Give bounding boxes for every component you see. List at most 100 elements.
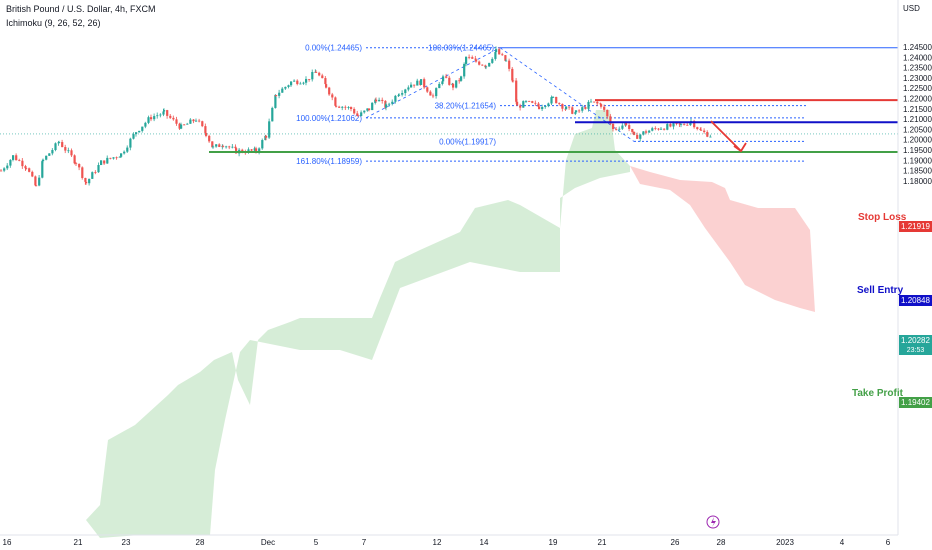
candle bbox=[621, 123, 624, 130]
y-tick-label: 1.18000 bbox=[903, 177, 932, 186]
candle bbox=[271, 106, 274, 122]
candle-body bbox=[686, 124, 689, 126]
candle-body bbox=[596, 101, 599, 104]
candle bbox=[147, 115, 150, 125]
candle bbox=[388, 102, 391, 107]
x-tick-label: 6 bbox=[886, 538, 891, 547]
candle bbox=[84, 177, 87, 185]
candle bbox=[452, 82, 455, 91]
candle-body bbox=[481, 64, 484, 66]
candle-body bbox=[699, 128, 702, 130]
candle bbox=[654, 126, 657, 131]
candle bbox=[534, 100, 537, 106]
candle-body bbox=[488, 62, 491, 67]
candle bbox=[115, 156, 118, 160]
candle-body bbox=[494, 52, 497, 59]
candle bbox=[192, 119, 195, 124]
candle bbox=[331, 92, 334, 101]
candle-body bbox=[498, 49, 501, 55]
candle-body bbox=[103, 160, 106, 164]
candle bbox=[281, 87, 284, 93]
candle-body bbox=[180, 124, 183, 129]
candle-body bbox=[360, 112, 363, 117]
candle-body bbox=[508, 60, 511, 69]
candle bbox=[552, 95, 555, 98]
candle bbox=[100, 159, 103, 166]
candle-body bbox=[166, 110, 169, 116]
candle bbox=[156, 112, 159, 119]
candle-body bbox=[398, 94, 401, 96]
candle bbox=[166, 109, 169, 119]
candle-body bbox=[519, 105, 522, 108]
candle-body bbox=[150, 117, 153, 120]
candle-body bbox=[363, 110, 366, 113]
candle-body bbox=[669, 124, 672, 127]
candle-body bbox=[208, 135, 211, 142]
candle bbox=[612, 123, 615, 132]
candle-body bbox=[561, 104, 564, 109]
lightning-icon[interactable] bbox=[706, 515, 720, 529]
candle-body bbox=[94, 172, 97, 173]
candle-body bbox=[109, 157, 112, 159]
candle-body bbox=[73, 155, 76, 164]
candle bbox=[169, 114, 172, 119]
y-tick-label: 1.23000 bbox=[903, 74, 932, 83]
candle-body bbox=[552, 96, 555, 98]
candle-body bbox=[67, 150, 70, 152]
candle-body bbox=[600, 104, 603, 107]
candle-body bbox=[112, 157, 115, 159]
candle-body bbox=[9, 159, 12, 166]
candle-body bbox=[666, 124, 669, 130]
fib-label: 100.00%(1.21062) bbox=[296, 114, 362, 123]
x-tick-label: 14 bbox=[480, 538, 489, 547]
candle bbox=[42, 158, 45, 164]
candle-body bbox=[278, 92, 281, 96]
candle bbox=[438, 81, 441, 89]
candle bbox=[581, 104, 584, 113]
candle-body bbox=[198, 120, 201, 122]
candle-body bbox=[537, 103, 540, 107]
candle bbox=[338, 105, 341, 109]
take-profit-price-tag: 1.19402 bbox=[899, 397, 932, 408]
candle bbox=[61, 139, 64, 148]
candle-body bbox=[478, 61, 481, 65]
indicator-legend: Ichimoku (9, 26, 52, 26) bbox=[6, 18, 101, 28]
candle-body bbox=[420, 79, 423, 85]
candle-body bbox=[302, 82, 305, 84]
candle bbox=[218, 143, 221, 148]
current-price: 1.20282 bbox=[901, 336, 930, 345]
candle bbox=[360, 110, 363, 117]
candle-body bbox=[353, 109, 356, 114]
candle-body bbox=[195, 120, 198, 122]
candle bbox=[709, 134, 712, 138]
x-tick-label: 21 bbox=[74, 538, 83, 547]
candle bbox=[407, 85, 410, 92]
candle-body bbox=[441, 81, 444, 84]
candle bbox=[12, 155, 15, 162]
candle-body bbox=[474, 58, 477, 60]
candle bbox=[460, 75, 463, 82]
candle-body bbox=[258, 148, 261, 152]
candle-body bbox=[432, 95, 435, 97]
candle bbox=[603, 104, 606, 112]
candle-body bbox=[471, 57, 474, 59]
candle bbox=[706, 130, 709, 138]
candle bbox=[391, 99, 394, 106]
candle bbox=[54, 142, 57, 152]
candle bbox=[162, 108, 165, 117]
candle-body bbox=[144, 122, 147, 127]
candle-body bbox=[426, 87, 429, 92]
candle bbox=[31, 170, 34, 178]
candle bbox=[70, 148, 73, 157]
candle bbox=[565, 106, 568, 110]
y-tick-label: 1.24500 bbox=[903, 43, 932, 52]
candle-body bbox=[308, 78, 311, 80]
candle bbox=[401, 90, 404, 97]
candle-body bbox=[315, 71, 318, 73]
candle-body bbox=[651, 128, 654, 131]
candle bbox=[308, 78, 311, 82]
y-tick-label: 1.23500 bbox=[903, 64, 932, 73]
x-tick-label: Dec bbox=[261, 538, 275, 547]
candle-body bbox=[558, 103, 561, 105]
